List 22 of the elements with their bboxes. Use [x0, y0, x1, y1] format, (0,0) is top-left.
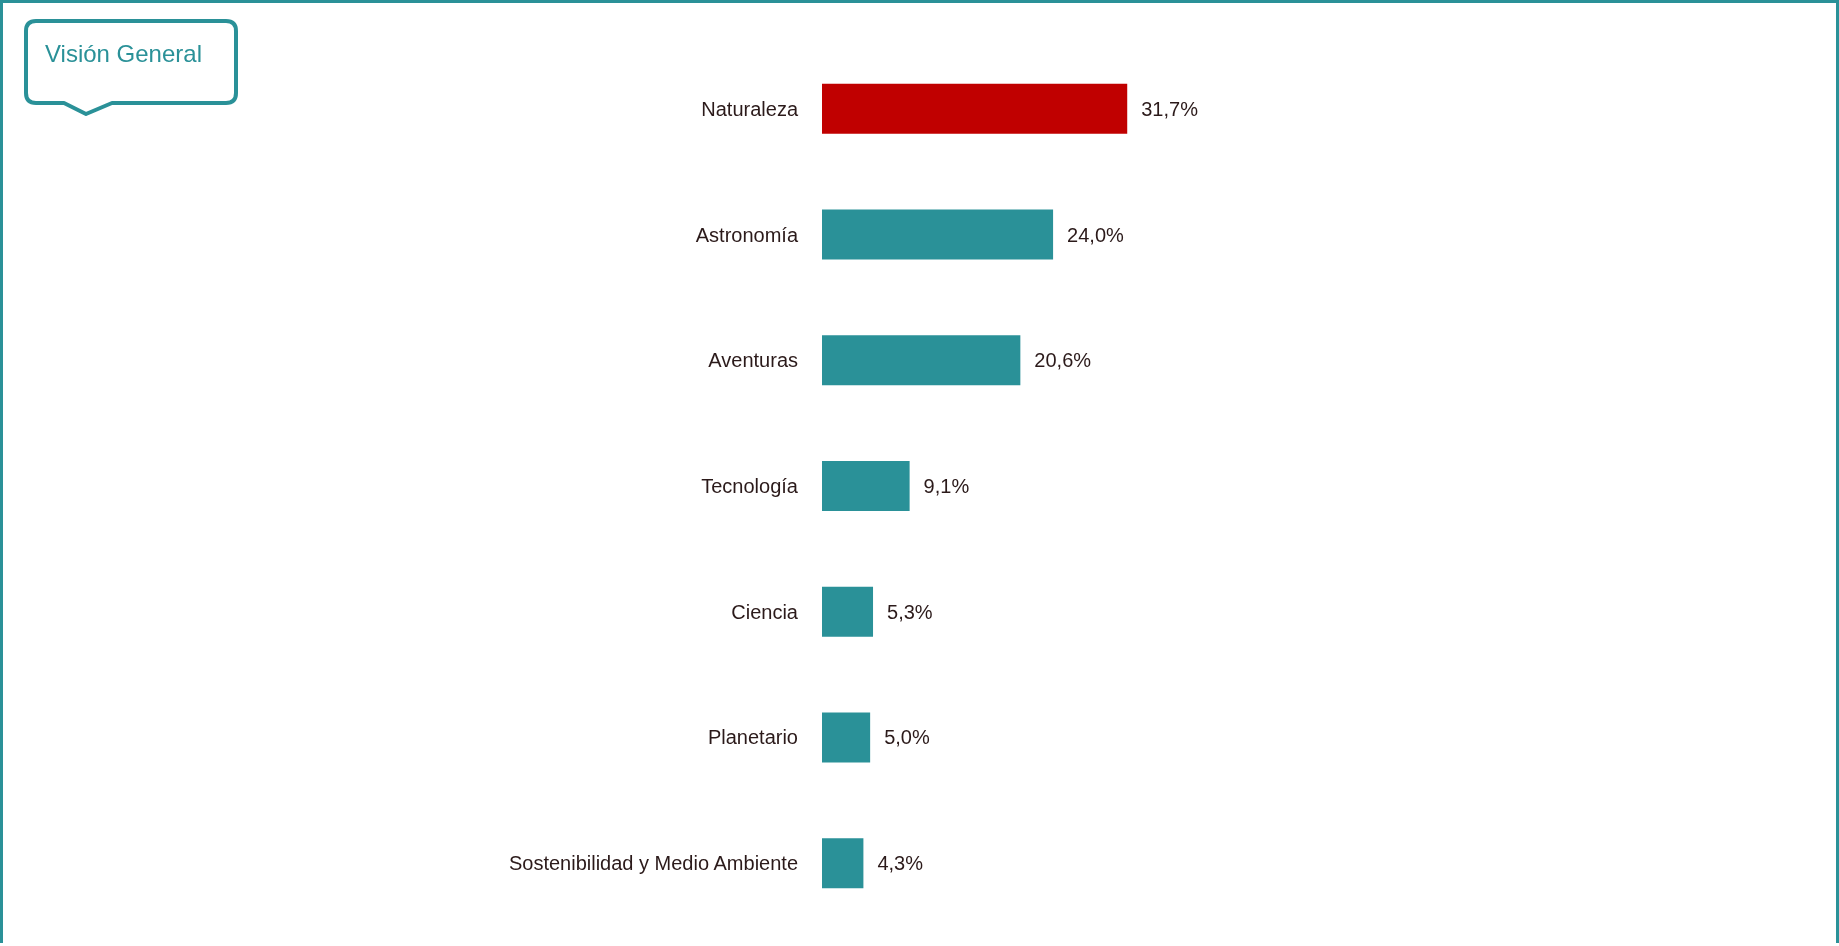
bar	[822, 335, 1021, 386]
bar	[822, 838, 864, 889]
data-label: 31,7%	[1141, 97, 1199, 120]
y-tick-label: Planetario	[707, 726, 798, 749]
bar	[822, 461, 910, 511]
bar	[822, 209, 1054, 260]
data-label: 5,0%	[884, 726, 930, 749]
y-tick-label: Astronomía	[695, 223, 799, 246]
text: Visión General	[45, 39, 202, 67]
data-label: 5,3%	[887, 600, 933, 623]
bar	[822, 712, 871, 763]
data-label: 9,1%	[923, 475, 970, 497]
y-tick-label: Tecnología	[701, 475, 799, 497]
data-label: 20,6%	[1034, 349, 1092, 372]
y-tick-label: Naturaleza	[701, 97, 799, 120]
data-label: 24,0%	[1067, 223, 1125, 246]
data-label: 4,3%	[877, 852, 924, 875]
y-tick-label: Aventuras	[708, 349, 798, 372]
bar	[822, 586, 874, 637]
y-tick-label: Ciencia	[731, 600, 799, 623]
y-tick-label: Sostenibilidad y Medio Ambiente	[508, 852, 798, 875]
bar	[822, 83, 1128, 134]
